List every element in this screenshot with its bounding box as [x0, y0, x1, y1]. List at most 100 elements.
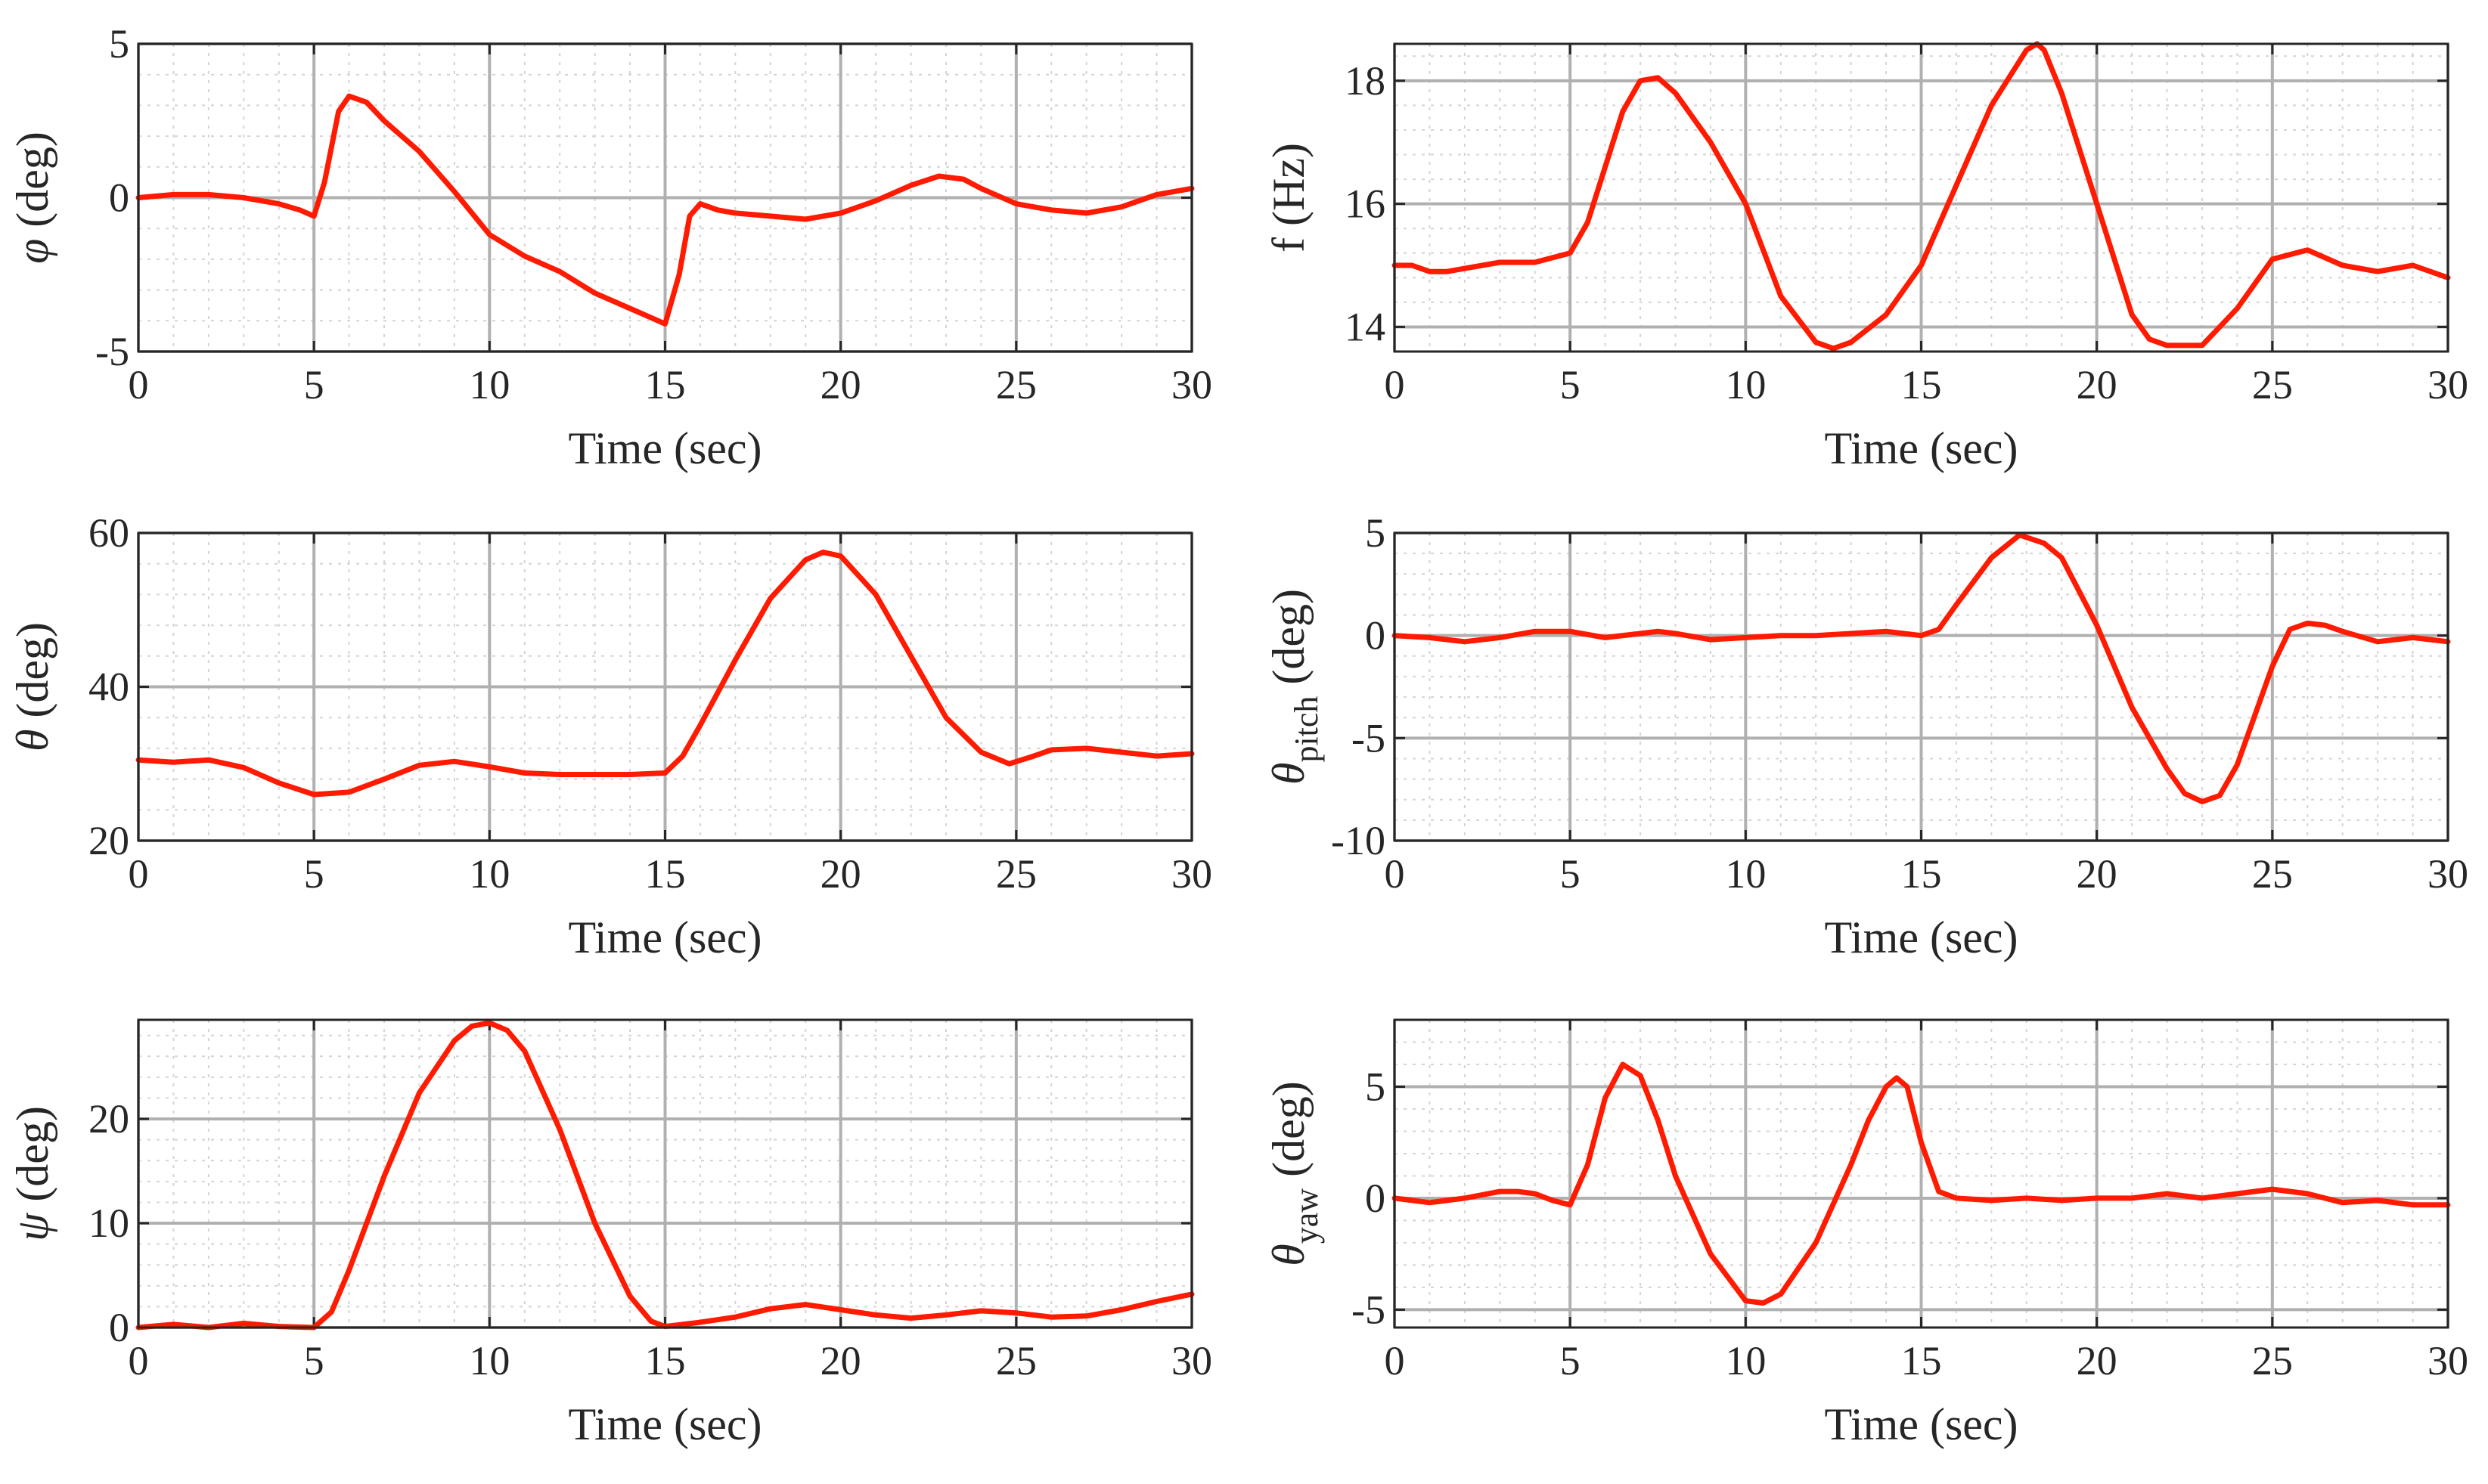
x-tick-label: 10: [1725, 362, 1766, 407]
psi-panel: 0 5 10 15 20 25 30 0 10 20 Time (sec) ψ (deg): [8, 1018, 1212, 1449]
x-tick-label: 5: [1560, 851, 1581, 897]
x-tick-label: 10: [469, 1338, 510, 1383]
y-tick-label: -10: [1331, 818, 1385, 863]
x-tick-label: 20: [821, 362, 861, 407]
x-tick-label: 5: [304, 362, 324, 407]
x-tick-label: 15: [1901, 362, 1942, 407]
y-axis-symbol: f: [1264, 237, 1314, 252]
x-tick-label: 25: [996, 851, 1037, 897]
x-tick-label: 20: [2077, 362, 2117, 407]
y-axis-unit: (deg): [1264, 1081, 1314, 1188]
x-axis-label: Time (sec): [568, 1399, 762, 1449]
series-line-theta_yaw: [1391, 1061, 2451, 1306]
x-tick-label: 25: [2252, 851, 2293, 897]
y-tick-label: 5: [1365, 510, 1385, 556]
y-tick-label: 16: [1345, 181, 1385, 227]
y-axis-subscript: yaw: [1288, 1188, 1325, 1244]
plot-frame: [1393, 42, 2449, 353]
x-tick-label: 10: [469, 851, 510, 897]
x-tick-label: 30: [2428, 1338, 2468, 1383]
x-tick-label: 20: [821, 1338, 861, 1383]
y-axis-label: θ (deg): [8, 622, 57, 751]
x-axis-label: Time (sec): [568, 423, 762, 473]
grid: [137, 42, 1193, 353]
y-tick-label: 0: [109, 1305, 129, 1350]
frequency-panel: 0 5 10 15 20 25 30 14 16 18 Time (sec) f (Hz): [1264, 41, 2468, 473]
series-line-phi: [135, 93, 1195, 327]
x-tick-label: 20: [2077, 1338, 2117, 1383]
y-tick-label: 0: [1365, 613, 1385, 658]
x-tick-label: 0: [1385, 1338, 1405, 1383]
x-tick-label: 30: [1171, 1338, 1212, 1383]
y-tick-label: 10: [88, 1201, 129, 1246]
plot-frame: [1393, 531, 2449, 842]
y-axis-label: θyaw (deg): [1264, 1081, 1325, 1266]
y-tick-label: 40: [88, 665, 129, 710]
y-axis-label: θpitch (deg): [1264, 589, 1325, 785]
x-tick-label: 15: [1901, 1338, 1942, 1383]
x-tick-label: 25: [2252, 1338, 2293, 1383]
x-tick-label: 10: [1725, 1338, 1766, 1383]
x-tick-label: 0: [129, 1338, 149, 1383]
x-tick-label: 30: [2428, 362, 2468, 407]
y-tick-label: -5: [1351, 715, 1385, 761]
x-tick-label: 5: [304, 1338, 324, 1383]
grid: [137, 1020, 1193, 1329]
y-axis-subscript: pitch: [1288, 696, 1325, 763]
y-axis-unit: (Hz): [1264, 143, 1314, 237]
y-axis-symbol: ψ: [8, 1212, 57, 1241]
series-line-theta_pitch: [1391, 532, 2451, 804]
y-tick-label: 0: [109, 175, 129, 221]
y-axis-symbol: θ: [8, 730, 57, 751]
y-tick-label: 60: [88, 510, 129, 556]
y-axis-label: ψ (deg): [8, 1106, 57, 1241]
x-tick-label: 10: [1725, 851, 1766, 897]
y-tick-label: 5: [109, 21, 129, 67]
x-axis-label: Time (sec): [1824, 1399, 2018, 1449]
grid: [1393, 1019, 2449, 1328]
x-tick-label: 30: [1171, 851, 1212, 897]
series-line-theta: [135, 549, 1195, 798]
x-tick-label: 25: [2252, 362, 2293, 407]
y-axis-symbol: θ: [1264, 763, 1314, 785]
x-tick-label: 15: [645, 362, 686, 407]
x-axis-label: Time (sec): [568, 912, 762, 962]
y-tick-label: 5: [1365, 1064, 1385, 1109]
plot-frame: [1393, 1018, 2449, 1329]
theta-panel: 0 5 10 15 20 25 30 20 40 60 Time (sec) θ (deg): [8, 510, 1212, 962]
y-tick-label: 20: [88, 818, 129, 863]
x-axis-label: Time (sec): [1824, 423, 2018, 473]
grid: [137, 531, 1193, 842]
plot-frame: [137, 531, 1193, 842]
x-tick-label: 20: [821, 851, 861, 897]
x-axis-label: Time (sec): [1824, 912, 2018, 962]
x-tick-label: 25: [996, 362, 1037, 407]
y-tick-label: -5: [95, 329, 129, 374]
x-tick-label: 5: [304, 851, 324, 897]
y-tick-label: 18: [1345, 58, 1385, 104]
x-tick-label: 15: [645, 851, 686, 897]
y-axis-label: φ (deg): [8, 132, 57, 264]
x-tick-label: 15: [645, 1338, 686, 1383]
x-tick-label: 15: [1901, 851, 1942, 897]
y-tick-label: 0: [1365, 1176, 1385, 1221]
series-line-f: [1391, 41, 2451, 352]
x-tick-label: 10: [469, 362, 510, 407]
y-axis-symbol: θ: [1264, 1244, 1314, 1266]
y-axis-unit: (deg): [1264, 589, 1314, 696]
x-tick-label: 0: [1385, 851, 1405, 897]
y-axis-unit: (deg): [8, 1106, 57, 1213]
x-tick-label: 5: [1560, 362, 1581, 407]
y-tick-label: 14: [1345, 304, 1385, 349]
x-tick-label: 20: [2077, 851, 2117, 897]
plot-frame: [137, 1018, 1193, 1329]
x-tick-label: 30: [2428, 851, 2468, 897]
x-tick-label: 5: [1560, 1338, 1581, 1383]
y-axis-label: f (Hz): [1264, 143, 1314, 252]
x-tick-label: 30: [1171, 362, 1212, 407]
y-axis-unit: (deg): [8, 132, 57, 239]
series-line-psi: [135, 1020, 1195, 1331]
